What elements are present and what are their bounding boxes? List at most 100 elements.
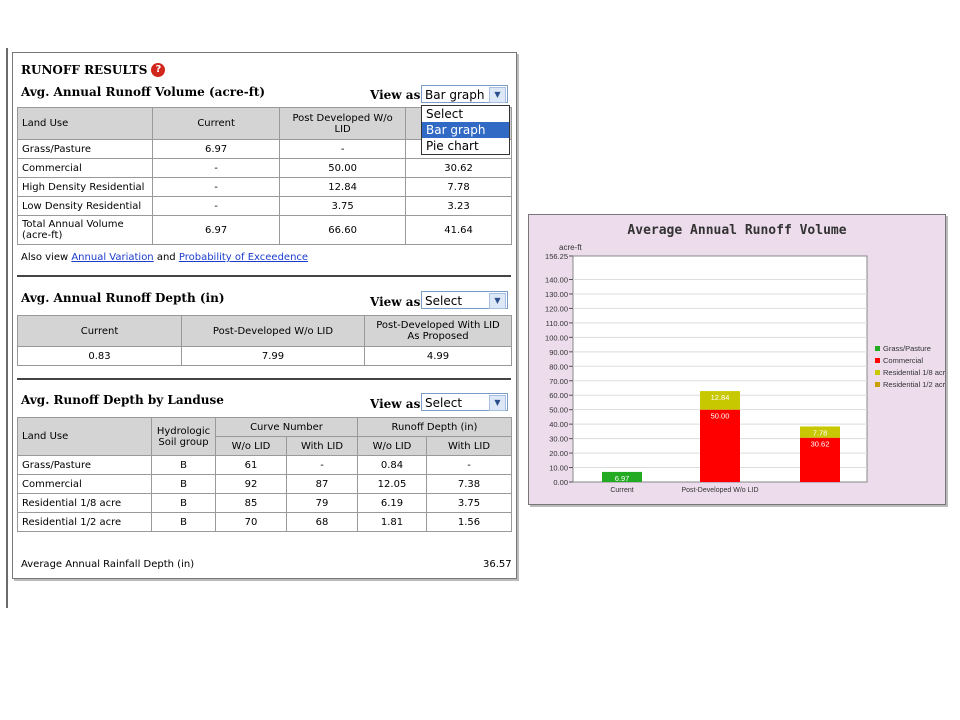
view-as-dropdown: Select Bar graph Pie chart — [421, 105, 510, 155]
table-row-total: Total Annual Volume (acre-ft) 6.97 66.60… — [16, 215, 512, 245]
legend-swatch — [875, 346, 880, 351]
cell: High Density Residential — [16, 177, 154, 197]
cell: 3.75 — [426, 493, 512, 513]
chevron-down-icon[interactable]: ▼ — [489, 87, 506, 103]
y-tick-label: 40.00 — [549, 420, 568, 429]
probability-exceedence-link[interactable]: Probability of Exceedence — [178, 252, 309, 263]
view-as-value: Select — [425, 294, 463, 308]
col-curve-number: Curve Number — [215, 417, 358, 437]
view-as-select-landuse[interactable]: Select ▼ — [421, 393, 508, 411]
cell: 7.99 — [181, 346, 365, 366]
dropdown-option-pie-chart[interactable]: Pie chart — [426, 139, 479, 153]
cell: B — [151, 512, 216, 532]
legend-swatch — [875, 370, 880, 375]
cell: 12.84 — [279, 177, 407, 197]
depth-heading: Avg. Annual Runoff Depth (in) — [21, 291, 225, 305]
cell: - — [152, 196, 281, 216]
bar-grass-pasture — [602, 471, 642, 482]
cell: Low Density Residential — [16, 196, 154, 216]
view-as-select-volume[interactable]: Bar graph ▼ — [421, 85, 508, 103]
y-tick-label: 0.00 — [553, 478, 568, 487]
chevron-down-icon[interactable]: ▼ — [489, 293, 506, 309]
landuse-heading: Avg. Runoff Depth by Landuse — [21, 393, 224, 407]
col-with-lid: Post-Developed With LID As Proposed — [364, 315, 512, 347]
cell: 6.19 — [357, 493, 427, 513]
col-cn-with-lid: With LID — [286, 436, 358, 456]
y-tick-label: 110.00 — [546, 319, 568, 328]
cell: - — [152, 158, 281, 178]
cell: 12.05 — [357, 474, 427, 494]
chevron-down-icon[interactable]: ▼ — [489, 395, 506, 411]
y-tick-label: 30.00 — [549, 435, 568, 444]
cell: 70 — [215, 512, 287, 532]
view-as-value: Bar graph — [425, 88, 485, 102]
col-current: Current — [152, 107, 281, 140]
cell: 79 — [286, 493, 358, 513]
cell: 3.75 — [279, 196, 407, 216]
cell: 7.38 — [426, 474, 512, 494]
col-current: Current — [17, 315, 182, 347]
bar-commercial — [800, 437, 840, 482]
legend-swatch — [875, 382, 880, 387]
table-row: Commercial - 50.00 30.62 — [16, 158, 512, 178]
cell: B — [151, 474, 216, 494]
view-as-value: Select — [425, 396, 463, 410]
view-as-label-depth: View as: — [370, 295, 425, 309]
section-divider — [17, 275, 511, 277]
view-as-label: View as: — [370, 88, 425, 102]
help-icon[interactable]: ? — [151, 63, 166, 77]
cell: Residential 1/2 acre — [17, 512, 152, 532]
bar-data-label: 7.78 — [813, 428, 828, 437]
y-tick-label: 70.00 — [549, 377, 568, 386]
y-tick-label: 140.00 — [545, 276, 568, 285]
dropdown-option-bar-graph[interactable]: Bar graph — [422, 122, 509, 138]
rainfall-value: 36.57 — [483, 559, 512, 570]
y-tick-label: 80.00 — [549, 362, 568, 371]
runoff-title-text: RUNOFF RESULTS — [21, 63, 148, 77]
volume-table: Land Use Current Post Developed W/o LID … — [16, 107, 512, 245]
bar-data-label: 30.62 — [811, 440, 830, 449]
runoff-results-title: RUNOFF RESULTS? — [21, 63, 166, 77]
y-tick-label: 90.00 — [549, 348, 568, 357]
col-rd-with-lid: With LID — [426, 436, 512, 456]
cell: Commercial — [17, 474, 152, 494]
landuse-table: Land Use Hydrologic Soil group Curve Num… — [17, 417, 512, 532]
cell: - — [426, 455, 512, 475]
y-tick-label: 60.00 — [549, 391, 568, 400]
cell: 50.00 — [279, 158, 407, 178]
annual-variation-link[interactable]: Annual Variation — [71, 252, 154, 263]
table-row: Low Density Residential - 3.75 3.23 — [16, 196, 512, 216]
cell: 87 — [286, 474, 358, 494]
view-as-select-depth[interactable]: Select ▼ — [421, 291, 508, 309]
cell: 85 — [215, 493, 287, 513]
cell: 3.23 — [405, 196, 512, 216]
y-tick-label: 120.00 — [545, 304, 568, 313]
col-soil-group: Hydrologic Soil group — [151, 417, 216, 456]
dropdown-option-select[interactable]: Select — [426, 107, 464, 121]
cell: 61 — [215, 455, 287, 475]
cell: 66.60 — [279, 215, 407, 245]
cell: Grass/Pasture — [17, 455, 152, 475]
legend-item: Residential 1/8 acr — [883, 368, 945, 377]
cell: B — [151, 455, 216, 475]
col-post-developed: Post Developed W/o LID — [279, 107, 407, 140]
y-axis-label: acre-ft — [559, 243, 582, 252]
col-land-use: Land Use — [16, 107, 154, 140]
legend-swatch — [875, 358, 880, 363]
y-tick-label: 20.00 — [549, 449, 568, 458]
bar-data-label: 6.97 — [615, 474, 630, 483]
bar-data-label: 12.84 — [711, 393, 730, 402]
table-row: Grass/Pasture B 61 - 0.84 - — [17, 455, 512, 475]
table-row: Residential 1/8 acre B 85 79 6.19 3.75 — [17, 493, 512, 513]
bar-data-label: 50.00 — [711, 412, 730, 421]
table-row: Residential 1/2 acre B 70 68 1.81 1.56 — [17, 512, 512, 532]
cell: 6.97 — [152, 139, 281, 159]
y-tick-label: 100.00 — [545, 333, 568, 342]
cell: 6.97 — [152, 215, 281, 245]
col-cn-wo-lid: W/o LID — [215, 436, 287, 456]
table-row: High Density Residential - 12.84 7.78 — [16, 177, 512, 197]
cell: - — [286, 455, 358, 475]
cell: 0.83 — [17, 346, 182, 366]
cell: 4.99 — [364, 346, 512, 366]
